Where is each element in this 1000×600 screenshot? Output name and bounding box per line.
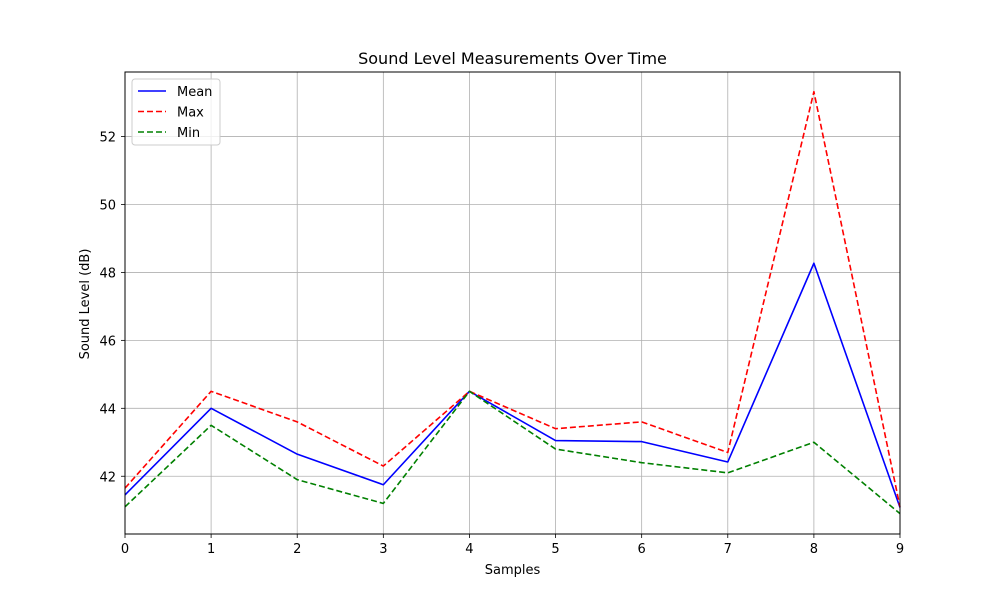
legend: Mean Max Min xyxy=(131,78,221,146)
x-tick-label: 5 xyxy=(551,542,559,557)
y-axis-ticks: 42 44 46 48 50 52 xyxy=(99,131,125,485)
y-axis-label: Sound Level (dB) xyxy=(78,249,93,360)
legend-label-mean: Mean xyxy=(177,85,212,100)
x-axis-ticks: 0 1 2 3 4 5 6 7 8 9 xyxy=(121,534,904,557)
plot-area-frame xyxy=(124,71,901,535)
chart-title: Sound Level Measurements Over Time xyxy=(358,49,667,68)
x-axis-label: Samples xyxy=(485,563,541,578)
x-tick-label: 4 xyxy=(465,542,473,557)
legend-label-max: Max xyxy=(177,106,204,121)
y-tick-label: 42 xyxy=(99,470,116,485)
x-tick-label: 1 xyxy=(207,542,215,557)
y-tick-label: 52 xyxy=(99,131,116,146)
x-tick-label: 0 xyxy=(121,542,129,557)
series-line-max xyxy=(124,90,901,507)
x-tick-label: 9 xyxy=(896,542,904,557)
series-line-mean xyxy=(124,262,901,508)
x-tick-label: 7 xyxy=(724,542,732,557)
legend-label-min: Min xyxy=(177,126,200,141)
legend-box xyxy=(131,78,221,146)
y-tick-label: 48 xyxy=(99,266,116,281)
x-tick-label: 3 xyxy=(379,542,387,557)
x-tick-label: 8 xyxy=(810,542,818,557)
y-tick-label: 50 xyxy=(99,198,116,213)
y-tick-label: 46 xyxy=(99,334,116,349)
series-line-min xyxy=(124,390,901,515)
x-tick-label: 6 xyxy=(638,542,646,557)
x-tick-label: 2 xyxy=(293,542,301,557)
series-lines xyxy=(124,90,901,515)
grid xyxy=(124,72,901,534)
y-tick-label: 44 xyxy=(99,402,116,417)
